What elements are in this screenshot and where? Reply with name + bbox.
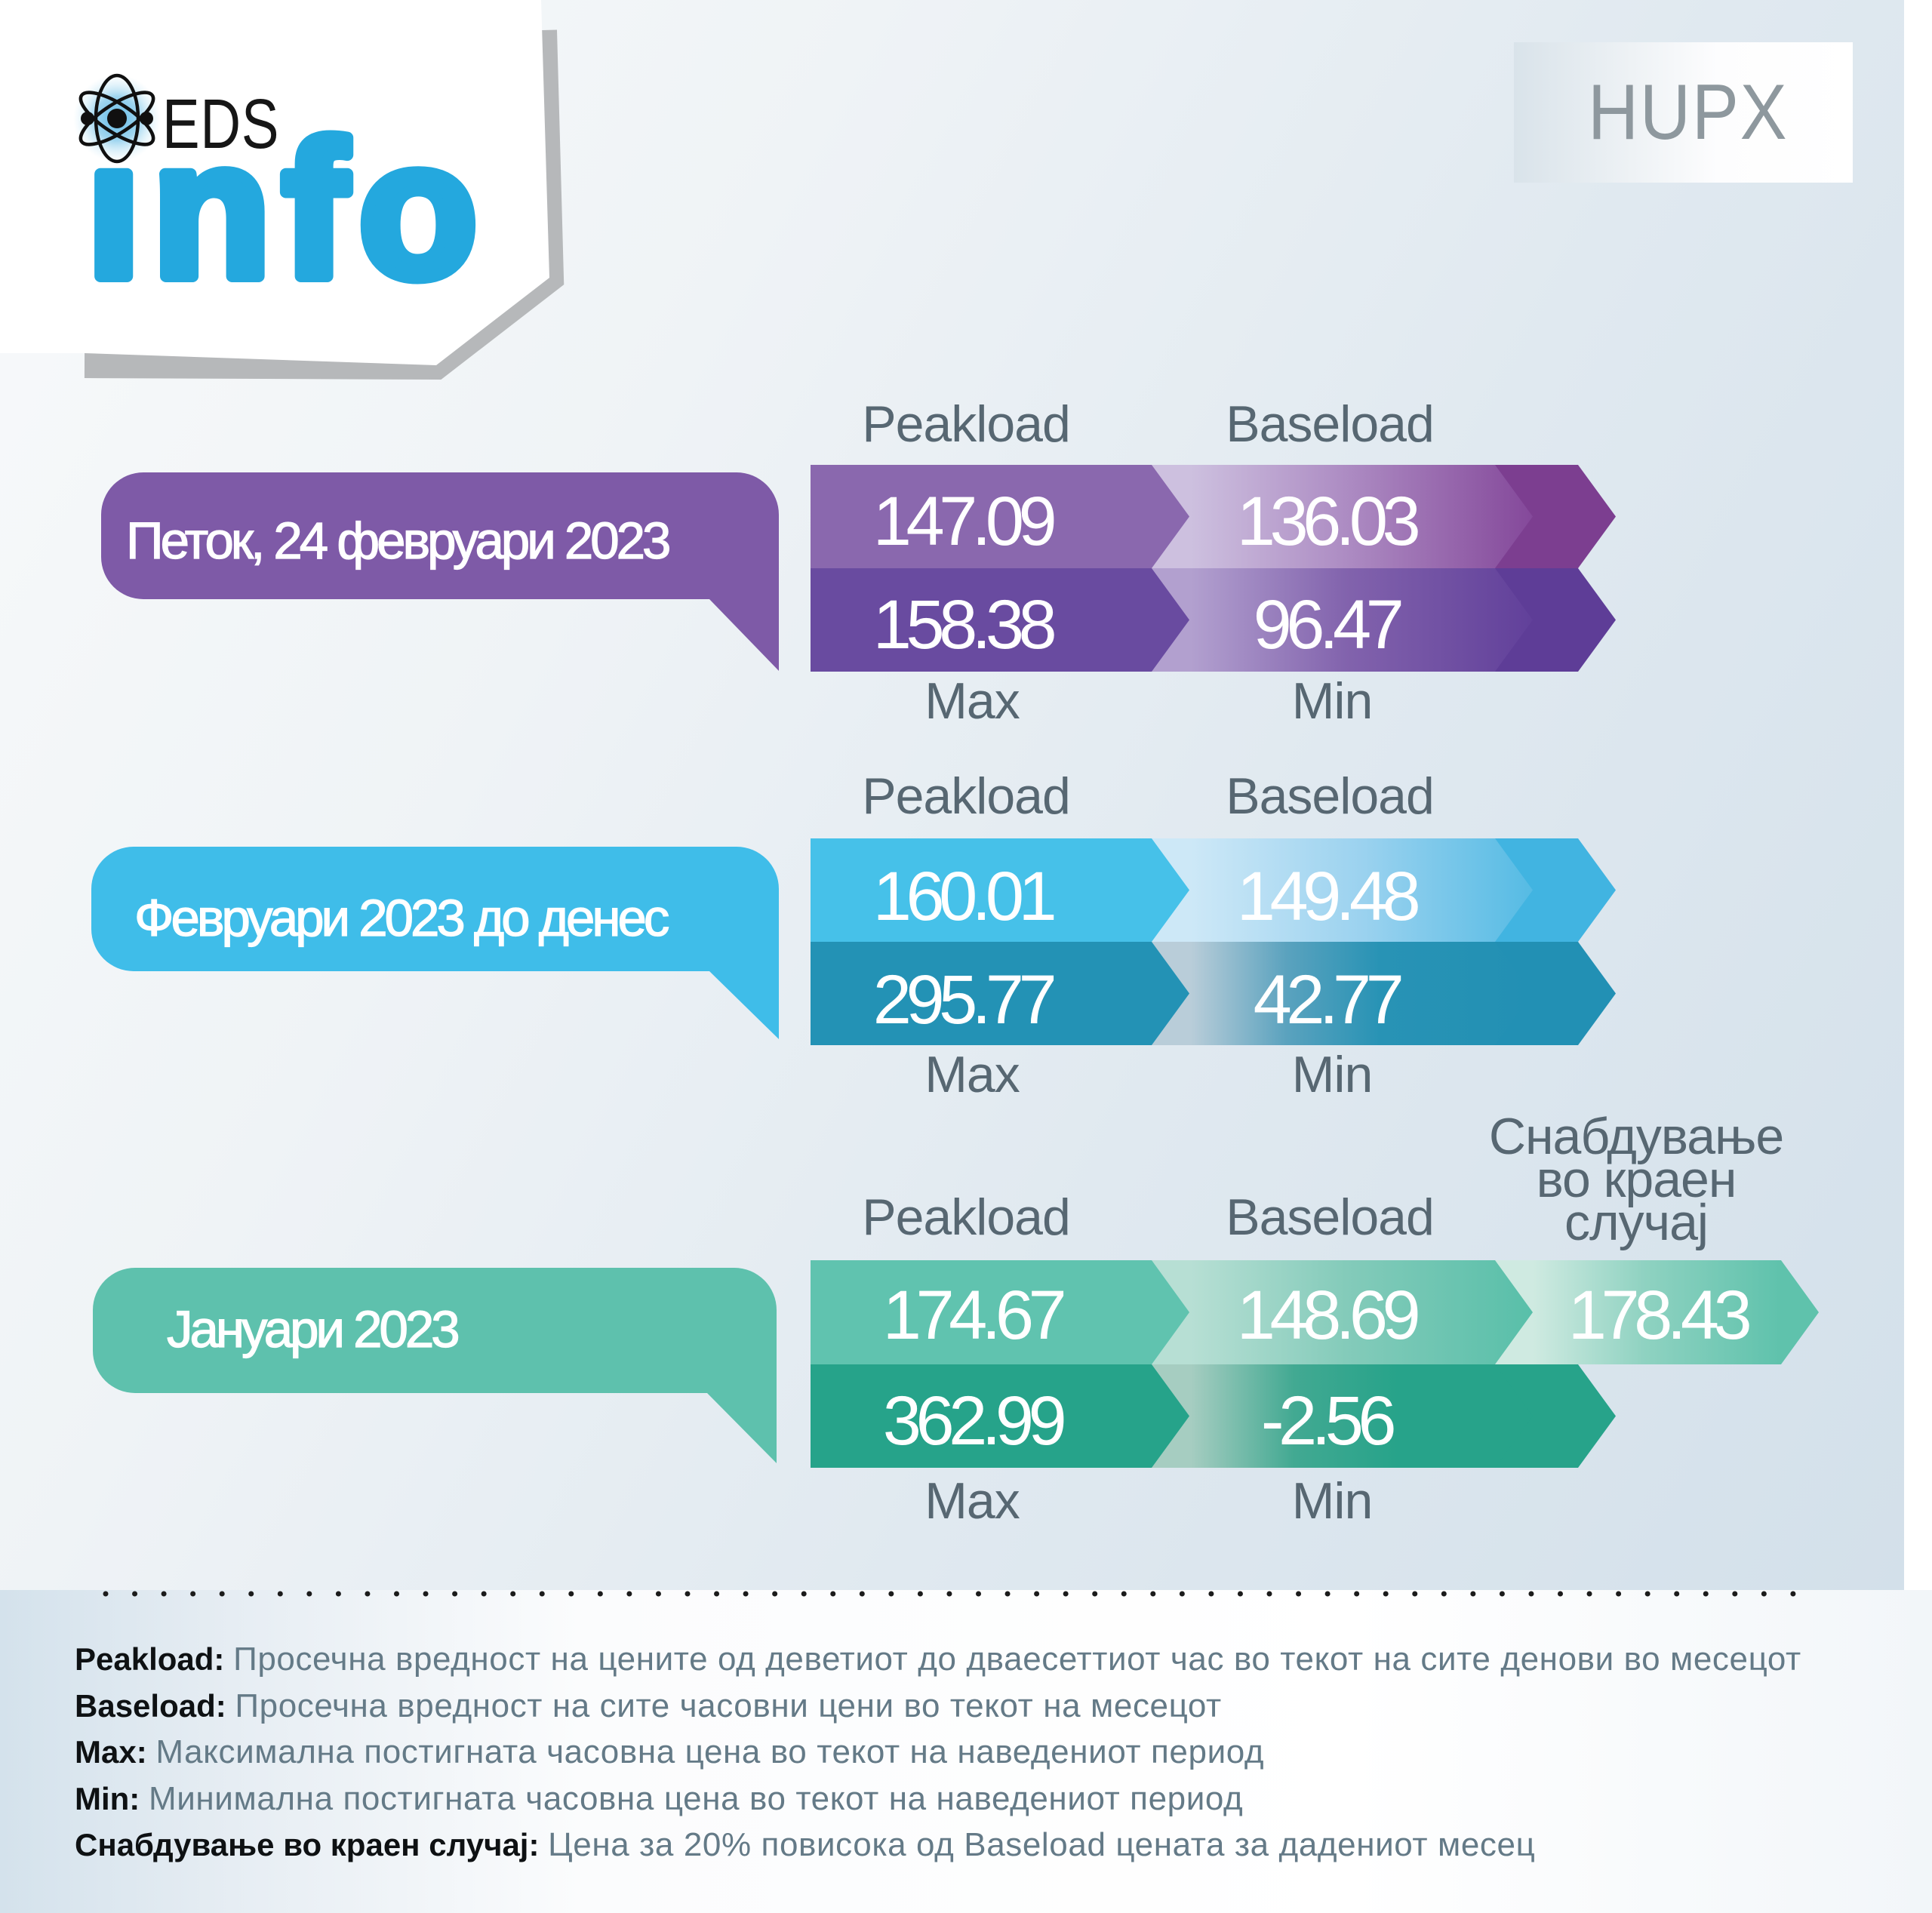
svg-text:EDS: EDS [162, 85, 279, 163]
svg-text:ınfo: ınfo [87, 102, 489, 318]
